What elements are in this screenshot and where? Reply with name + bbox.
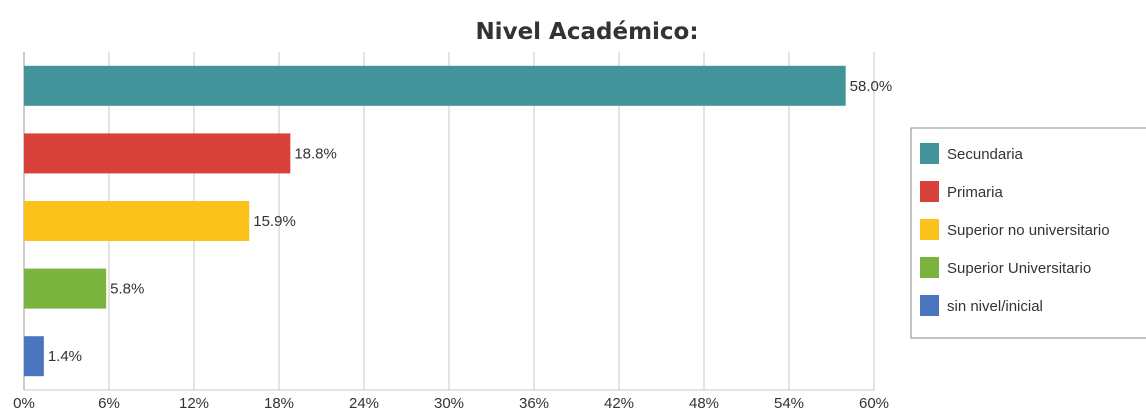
x-tick-label: 60%: [859, 395, 889, 409]
data-label: 58.0%: [850, 78, 893, 95]
chart-title: Nivel Académico:: [475, 19, 698, 45]
legend-swatch: [920, 143, 939, 164]
x-tick-label: 6%: [98, 395, 120, 409]
bars: [24, 65, 846, 377]
legend-swatch: [920, 257, 939, 278]
legend-label: Superior no universitario: [947, 222, 1110, 239]
x-tick-label: 18%: [264, 395, 294, 409]
legend-swatch: [920, 181, 939, 202]
gridlines: [23, 52, 875, 391]
legend-label: Secundaria: [947, 146, 1024, 163]
legend-swatch: [920, 219, 939, 240]
x-axis-ticks: 0% 6% 12% 18% 24% 30% 36% 42% 48% 54% 60%: [13, 395, 889, 409]
legend-label: sin nivel/inicial: [947, 298, 1043, 315]
x-tick-label: 24%: [349, 395, 379, 409]
x-tick-label: 0%: [13, 395, 35, 409]
bar-superior-no-universitario: [24, 201, 250, 241]
data-label: 15.9%: [253, 213, 296, 230]
legend: Secundaria Primaria Superior no universita…: [910, 127, 1146, 339]
x-tick-label: 30%: [434, 395, 464, 409]
x-tick-label: 42%: [604, 395, 634, 409]
data-label: 5.8%: [110, 281, 144, 298]
data-label: 1.4%: [48, 348, 82, 365]
bar-superior-universitario: [24, 268, 107, 309]
legend-label: Primaria: [947, 184, 1003, 201]
legend-box: [910, 127, 1146, 339]
bar-sin-nivel-inicial: [24, 336, 44, 377]
bar-primaria: [24, 133, 291, 174]
legend-swatch: [920, 295, 939, 316]
legend-label: Superior Universitario: [947, 260, 1091, 277]
data-label: 18.8%: [294, 145, 337, 162]
data-labels: 58.0% 18.8% 15.9% 5.8% 1.4%: [48, 78, 892, 365]
x-tick-label: 36%: [519, 395, 549, 409]
x-tick-label: 48%: [689, 395, 719, 409]
x-tick-label: 12%: [179, 395, 209, 409]
x-tick-label: 54%: [774, 395, 804, 409]
bar-secundaria: [24, 65, 846, 106]
